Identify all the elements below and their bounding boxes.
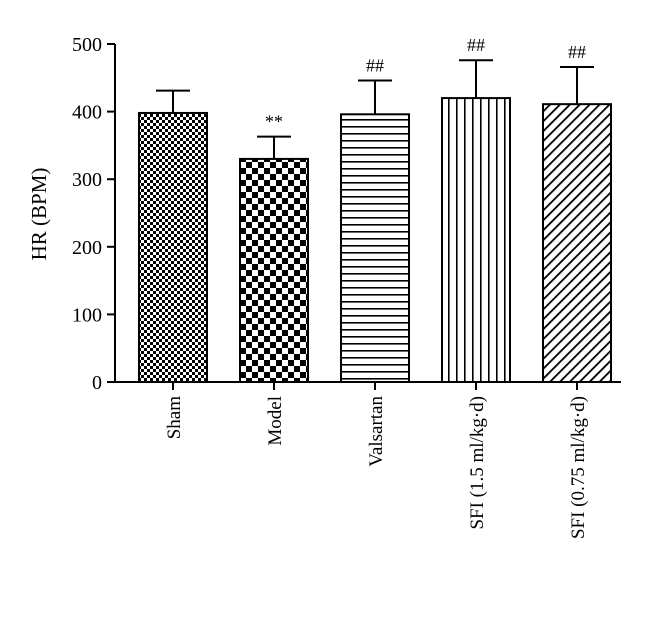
bar: [340, 113, 410, 384]
bars: ** ## ## ##: [138, 35, 612, 384]
y-axis-title: HR (BPM): [27, 168, 51, 261]
y-tick-label: 100: [72, 304, 102, 326]
y-tick-label: 200: [72, 237, 102, 259]
bar: [542, 103, 612, 383]
significance-label: **: [265, 112, 283, 132]
x-tick-label: SFI (1.5 ml/kg·d): [467, 396, 488, 530]
y-tick-label: 500: [72, 34, 102, 56]
bar: [441, 97, 511, 384]
y-tick-label: 400: [72, 102, 102, 124]
significance-label: ##: [568, 42, 586, 62]
x-tick-label: Valsartan: [366, 396, 387, 467]
bar: [138, 111, 208, 384]
x-tick-label: SFI (0.75 ml/kg·d): [568, 396, 589, 539]
x-tick-label: Model: [265, 396, 286, 446]
y-tick-label: 0: [92, 372, 102, 394]
x-tick-label: Sham: [164, 396, 185, 440]
x-axis: Sham Model Valsartan SFI (1.5 ml/kg·d) SFI (…: [115, 381, 621, 539]
y-axis: 0 100 200 300 400 500: [72, 34, 116, 394]
bar: [239, 157, 309, 383]
significance-label: ##: [467, 35, 485, 55]
y-tick-label: 300: [72, 169, 102, 191]
significance-label: ##: [366, 56, 384, 76]
